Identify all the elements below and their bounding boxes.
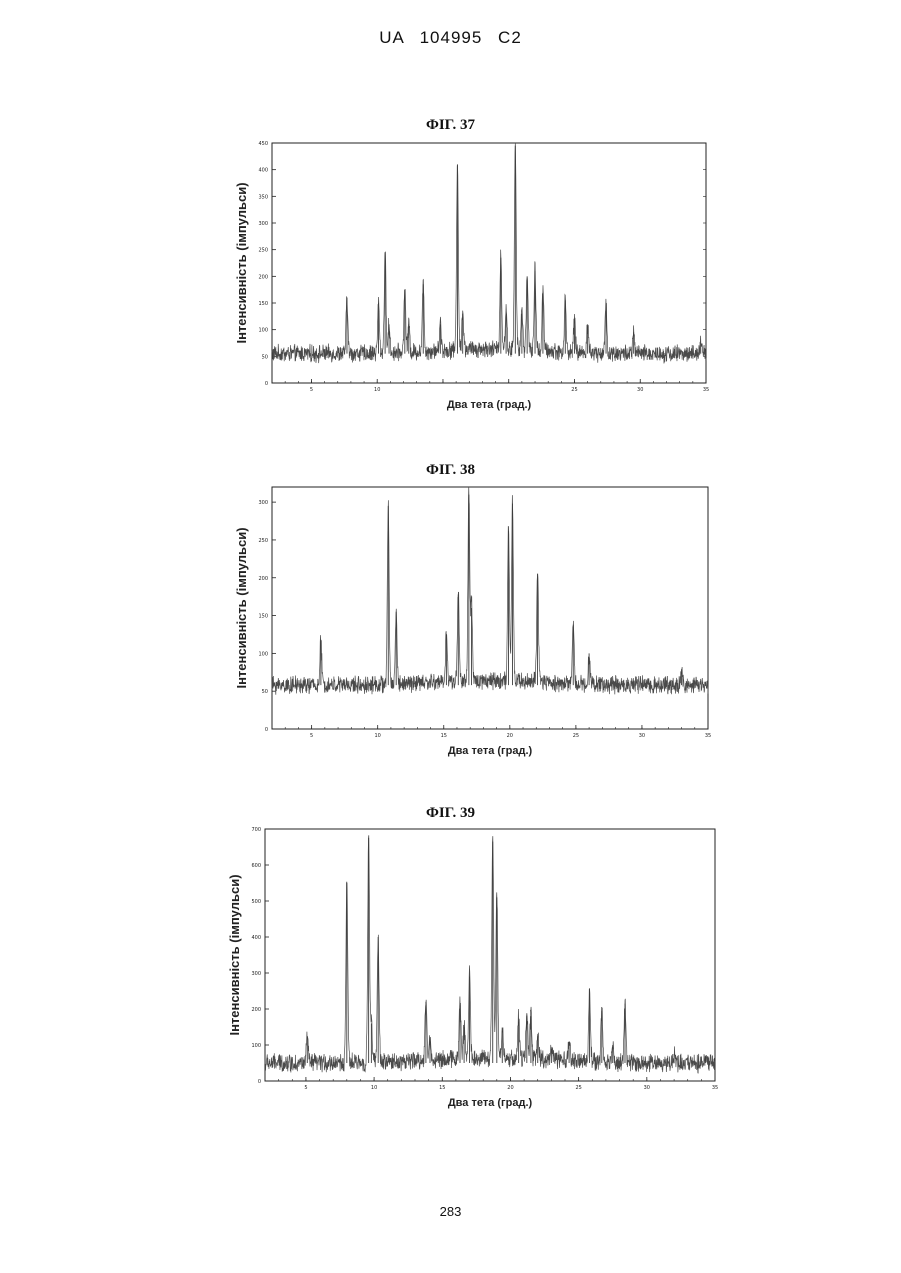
x-tick-label: 25 bbox=[575, 1085, 581, 1091]
y-tick-label: 600 bbox=[251, 863, 261, 869]
x-tick-label: 35 bbox=[712, 1085, 718, 1091]
y-tick-label: 100 bbox=[251, 1043, 261, 1049]
y-tick-label: 0 bbox=[258, 1079, 261, 1085]
x-tick-label: 5 bbox=[304, 1085, 307, 1091]
x-tick-label: 10 bbox=[371, 1085, 377, 1091]
page-number: 283 bbox=[0, 1204, 901, 1219]
x-axis-title: Два тета (град.) bbox=[448, 1097, 533, 1109]
y-tick-label: 300 bbox=[251, 971, 261, 977]
y-tick-label: 400 bbox=[251, 935, 261, 941]
y-tick-label: 700 bbox=[251, 827, 261, 833]
plot-frame bbox=[265, 829, 715, 1081]
x-tick-label: 15 bbox=[439, 1085, 445, 1091]
y-axis-title: Інтенсивність (імпульси) bbox=[227, 874, 242, 1035]
x-tick-label: 20 bbox=[507, 1085, 513, 1091]
diffraction-trace bbox=[265, 835, 715, 1073]
y-tick-label: 500 bbox=[251, 899, 261, 905]
x-tick-label: 30 bbox=[644, 1085, 650, 1091]
y-tick-label: 200 bbox=[251, 1007, 261, 1013]
